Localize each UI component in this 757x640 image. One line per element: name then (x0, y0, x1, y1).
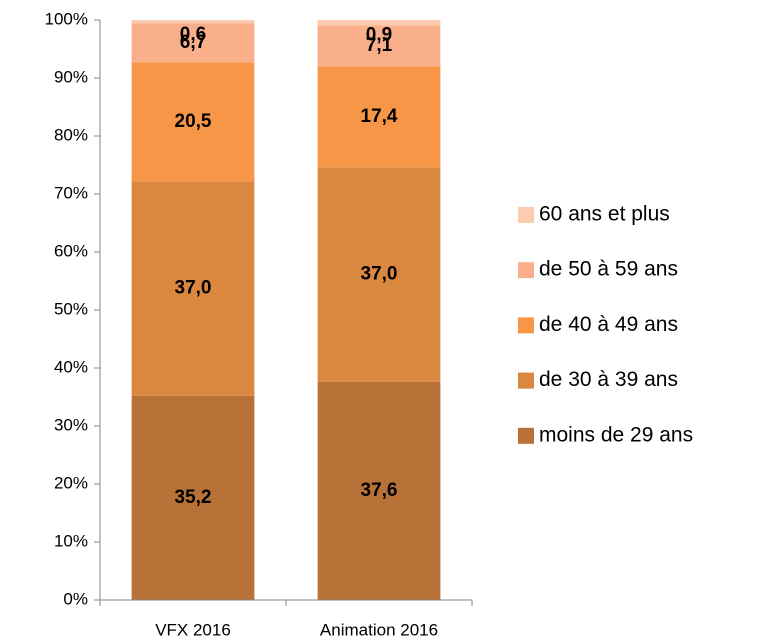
legend-swatch (518, 207, 534, 223)
bar-segment (317, 20, 441, 26)
legend-label: 60 ans et plus (539, 203, 670, 226)
legend-label: de 40 à 49 ans (539, 313, 678, 336)
value-label: 20,5 (175, 111, 212, 132)
value-label: 35,2 (175, 487, 212, 508)
y-tick-label: 50% (54, 299, 88, 318)
y-tick-label: 30% (54, 415, 88, 434)
bar-segment (317, 25, 441, 67)
y-tick-label: 20% (54, 473, 88, 492)
y-tick-label: 10% (54, 531, 88, 550)
bar-segment (317, 381, 441, 600)
bar-segment (131, 181, 255, 396)
legend-swatch (518, 427, 534, 444)
bar-segment (317, 66, 441, 168)
x-tick-label: Animation 2016 (320, 620, 438, 639)
y-tick-label: 60% (54, 241, 88, 260)
legend-swatch (518, 262, 534, 279)
value-label: 0,6 (180, 24, 206, 45)
y-tick-label: 40% (54, 357, 88, 376)
y-tick-label: 100% (45, 9, 88, 28)
bar-segment (131, 62, 255, 182)
value-label: 37,0 (361, 264, 398, 285)
legend-swatch (518, 372, 534, 389)
value-label: 37,0 (175, 278, 212, 299)
x-tick-label: VFX 2016 (155, 620, 231, 639)
bar-segment (131, 23, 255, 63)
y-tick-label: 80% (54, 125, 88, 144)
value-label: 17,4 (361, 106, 398, 127)
bar-segment (131, 20, 255, 24)
value-label: 6,7 (180, 32, 206, 53)
value-label: 0,9 (366, 25, 392, 46)
value-label: 7,1 (366, 35, 393, 56)
y-tick-label: 70% (54, 183, 88, 202)
legend-swatch (518, 317, 534, 334)
bar-segment (131, 395, 255, 600)
legend-label: moins de 29 ans (539, 423, 693, 446)
bar-segment (317, 167, 441, 382)
y-tick-label: 90% (54, 67, 88, 86)
legend-label: de 30 à 39 ans (539, 368, 678, 391)
value-label: 37,6 (361, 480, 398, 501)
legend-label: de 50 à 59 ans (539, 258, 678, 281)
y-tick-label: 0% (63, 589, 88, 608)
